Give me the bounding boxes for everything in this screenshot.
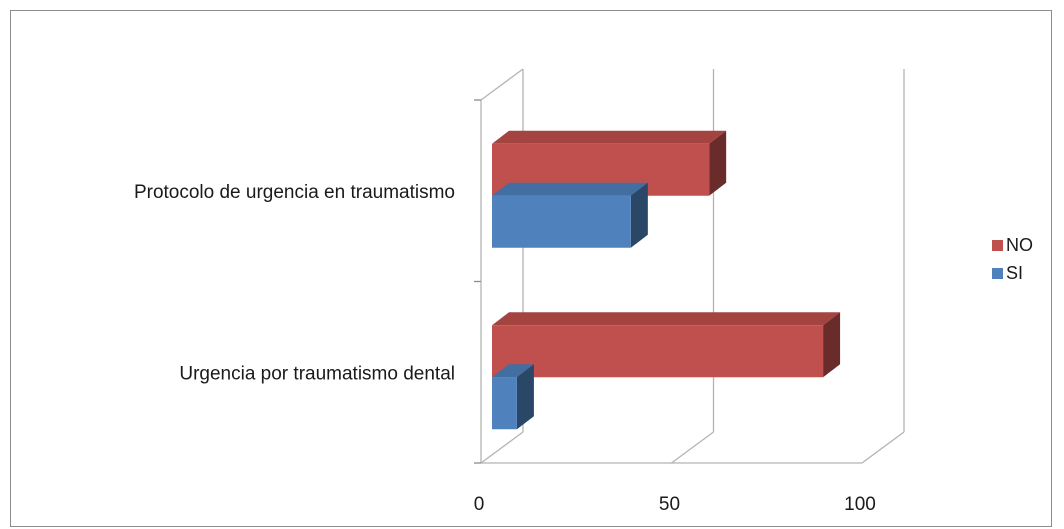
bar-si-1: [492, 182, 648, 248]
bar-front-face: [492, 377, 517, 430]
x-tick-label: 100: [844, 494, 876, 515]
bar-end-face: [630, 182, 648, 248]
bar-top-face: [492, 130, 727, 144]
bar-top-face: [492, 312, 841, 326]
floor-gridline: [480, 431, 524, 464]
category-label: Urgencia por traumatismo dental: [179, 363, 455, 384]
legend-item-no: NO: [992, 235, 1033, 255]
x-tick-label: 50: [659, 494, 680, 515]
x-tick-label: 0: [474, 494, 485, 515]
bar-end-face: [709, 130, 727, 196]
legend-swatch: [992, 240, 1003, 251]
legend-item-si: SI: [992, 263, 1023, 283]
chart-frame: [10, 10, 1052, 527]
bar-end-face: [823, 312, 841, 378]
bar-no-0: [492, 312, 841, 378]
bar-top-face: [492, 182, 648, 196]
legend-swatch: [992, 268, 1003, 279]
bar-end-face: [516, 364, 534, 430]
bar-front-face: [492, 325, 824, 378]
bar-front-face: [492, 195, 631, 248]
category-label: Protocolo de urgencia en traumatismo: [134, 182, 455, 203]
floor-gridline: [861, 431, 905, 464]
bar-top-face: [492, 364, 534, 378]
bar-si-0: [492, 364, 534, 430]
wall-top-edge: [480, 68, 524, 101]
floor-gridline: [671, 431, 714, 464]
legend-label: SI: [1006, 263, 1023, 283]
legend-label: NO: [1006, 235, 1033, 255]
